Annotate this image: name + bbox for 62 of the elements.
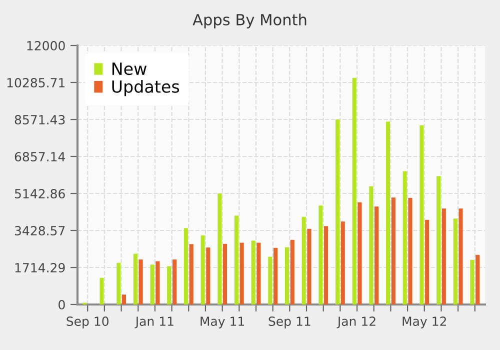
legend-label: New bbox=[112, 62, 146, 76]
bar bbox=[167, 266, 172, 304]
bar bbox=[476, 254, 480, 304]
x-tick-label: May 11 bbox=[200, 316, 244, 328]
bar bbox=[425, 220, 430, 304]
bar bbox=[234, 216, 238, 304]
bar bbox=[374, 206, 379, 304]
bar bbox=[470, 260, 474, 304]
x-tick-label: Jan 11 bbox=[134, 316, 174, 328]
bar bbox=[352, 78, 356, 304]
chart-title: Apps By Month bbox=[192, 14, 306, 28]
bar bbox=[218, 194, 222, 304]
bar bbox=[420, 125, 424, 304]
y-tick-label: 12000 bbox=[27, 40, 65, 50]
bar bbox=[172, 260, 177, 304]
bar bbox=[307, 228, 312, 304]
bar bbox=[369, 186, 374, 304]
bar bbox=[116, 262, 121, 304]
x-tick-label: Sep 11 bbox=[268, 316, 310, 328]
bar bbox=[100, 278, 104, 304]
bar bbox=[284, 247, 289, 304]
bar bbox=[222, 244, 228, 304]
y-tick-label: 6857.14 bbox=[14, 152, 65, 162]
bar bbox=[290, 240, 294, 304]
bar bbox=[189, 244, 194, 304]
x-tick-label: May 12 bbox=[402, 316, 446, 328]
y-tick-label: 1714.29 bbox=[15, 262, 65, 272]
bar bbox=[402, 171, 407, 304]
bar bbox=[138, 260, 143, 304]
bar bbox=[274, 248, 278, 304]
bar bbox=[318, 206, 323, 304]
bar bbox=[156, 261, 160, 304]
bar bbox=[442, 208, 446, 304]
bar bbox=[453, 218, 458, 304]
bar bbox=[436, 176, 441, 304]
bar bbox=[324, 226, 328, 304]
y-tick-label: 5142.86 bbox=[14, 188, 65, 198]
bar bbox=[268, 256, 272, 304]
x-tick-label: Jan 12 bbox=[336, 316, 376, 328]
y-tick-label: 8571.43 bbox=[14, 114, 65, 124]
bar bbox=[335, 120, 340, 304]
bar bbox=[251, 240, 256, 304]
bar bbox=[458, 208, 463, 304]
y-tick-label: 3428.57 bbox=[14, 226, 65, 236]
bar bbox=[240, 242, 244, 304]
bar bbox=[133, 254, 138, 304]
bar bbox=[122, 294, 126, 304]
bar bbox=[200, 235, 205, 304]
bar bbox=[256, 242, 261, 304]
x-tick-label: Sep 10 bbox=[66, 316, 108, 328]
bar bbox=[206, 248, 210, 304]
bar bbox=[408, 198, 412, 304]
bar bbox=[184, 228, 188, 304]
bar bbox=[150, 264, 154, 304]
bar bbox=[302, 216, 306, 304]
bar bbox=[340, 222, 345, 304]
y-tick-label: 0 bbox=[58, 300, 65, 310]
y-tick-label: 10285.71 bbox=[7, 78, 65, 88]
bar bbox=[386, 122, 390, 304]
bar bbox=[391, 198, 396, 304]
bar bbox=[358, 202, 362, 304]
legend-label: Updates bbox=[112, 80, 180, 96]
